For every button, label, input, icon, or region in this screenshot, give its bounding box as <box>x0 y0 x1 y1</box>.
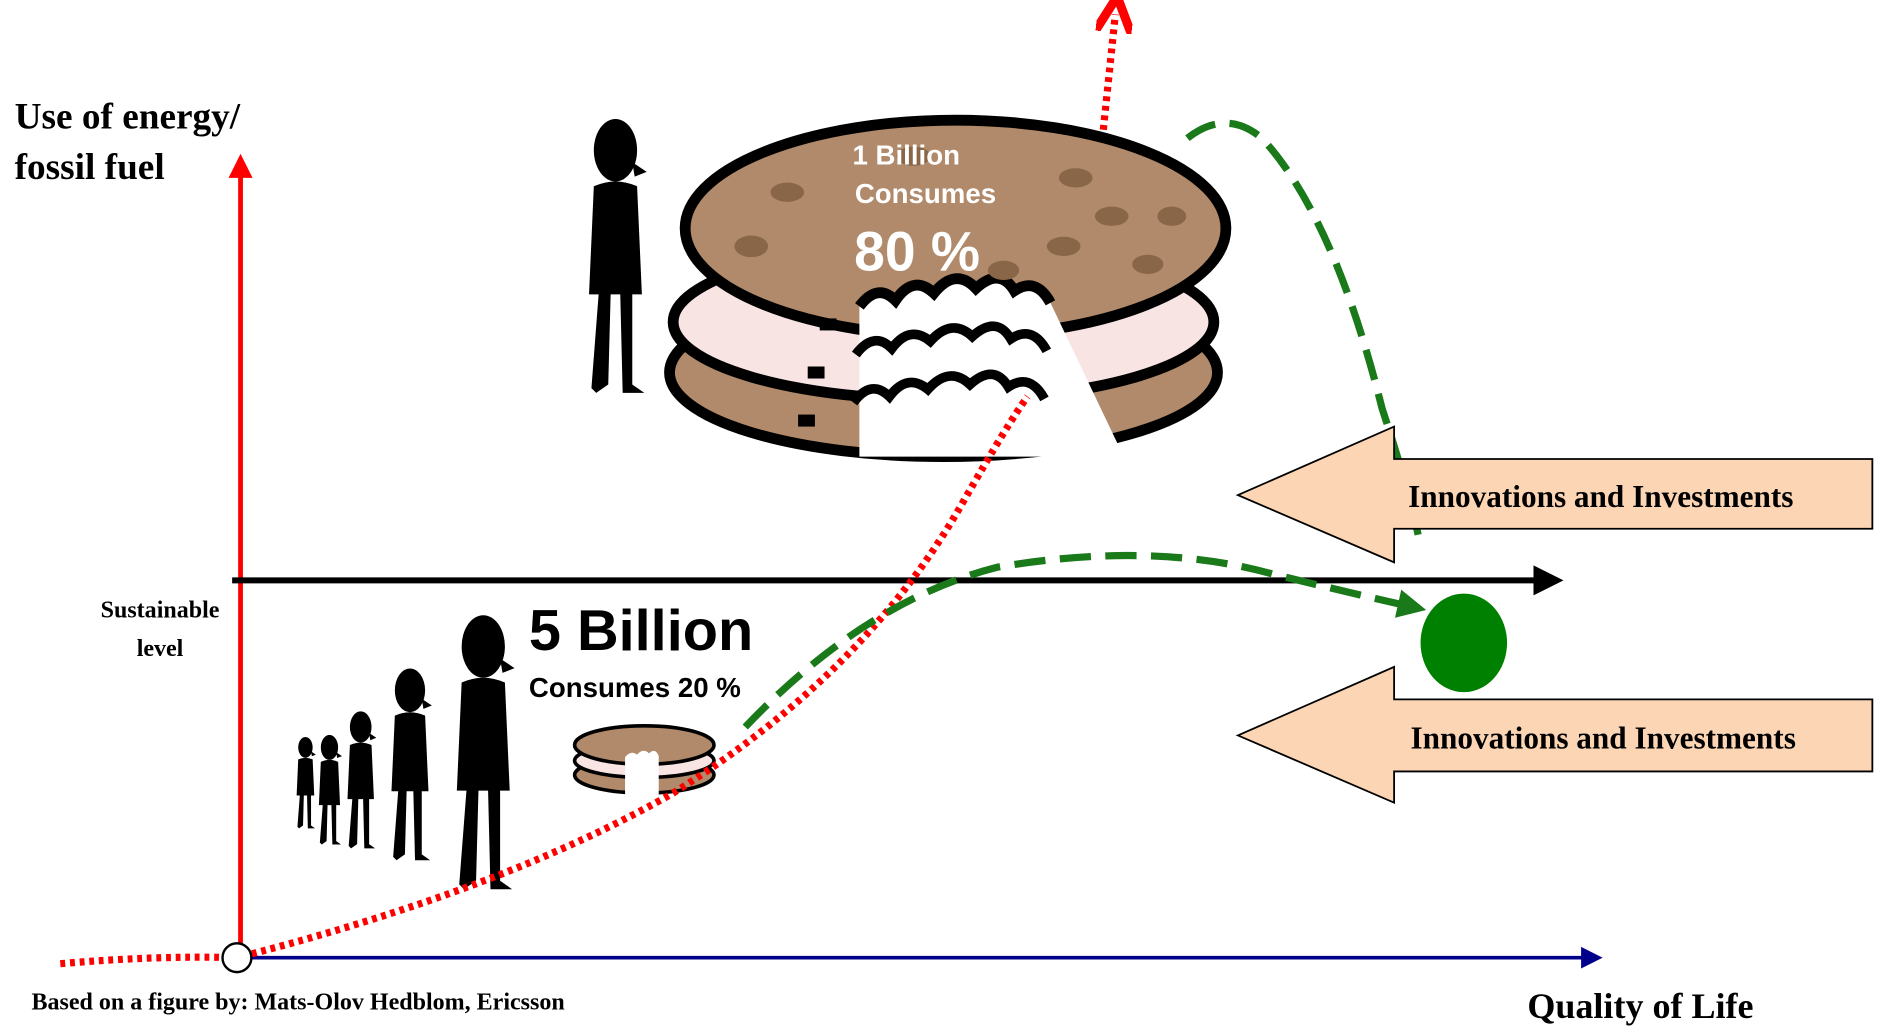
x-axis-label: Quality of Life <box>1527 986 1753 1026</box>
target-dot <box>1421 594 1508 693</box>
arrow-label: Innovations and Investments <box>1408 479 1793 514</box>
person <box>319 735 342 845</box>
rich-share: 80 % <box>854 220 980 282</box>
person <box>297 737 316 828</box>
poor-share: Consumes 20 % <box>529 672 741 703</box>
source: Based on a figure by: Mats-Olov Hedblom,… <box>31 989 564 1015</box>
sustainable-label: level <box>137 636 184 662</box>
consumption-curve-top <box>1103 14 1115 129</box>
rich-verb: Consumes <box>855 178 996 209</box>
origin <box>223 943 252 972</box>
arrow-label: Innovations and Investments <box>1411 721 1796 756</box>
sustainable-label: Sustainable <box>101 598 220 624</box>
person-rich <box>589 119 647 393</box>
y-axis-label: Use of energy/ <box>15 97 241 138</box>
person <box>347 711 376 848</box>
small-cookie <box>575 726 714 796</box>
y-axis-label: fossil fuel <box>15 147 165 188</box>
diagram: Use of energy/ fossil fuel Sustainable l… <box>0 0 1887 1031</box>
person <box>391 668 431 860</box>
poor-population: 5 Billion <box>529 599 753 663</box>
rich-population: 1 Billion <box>853 140 960 171</box>
person <box>457 615 515 889</box>
